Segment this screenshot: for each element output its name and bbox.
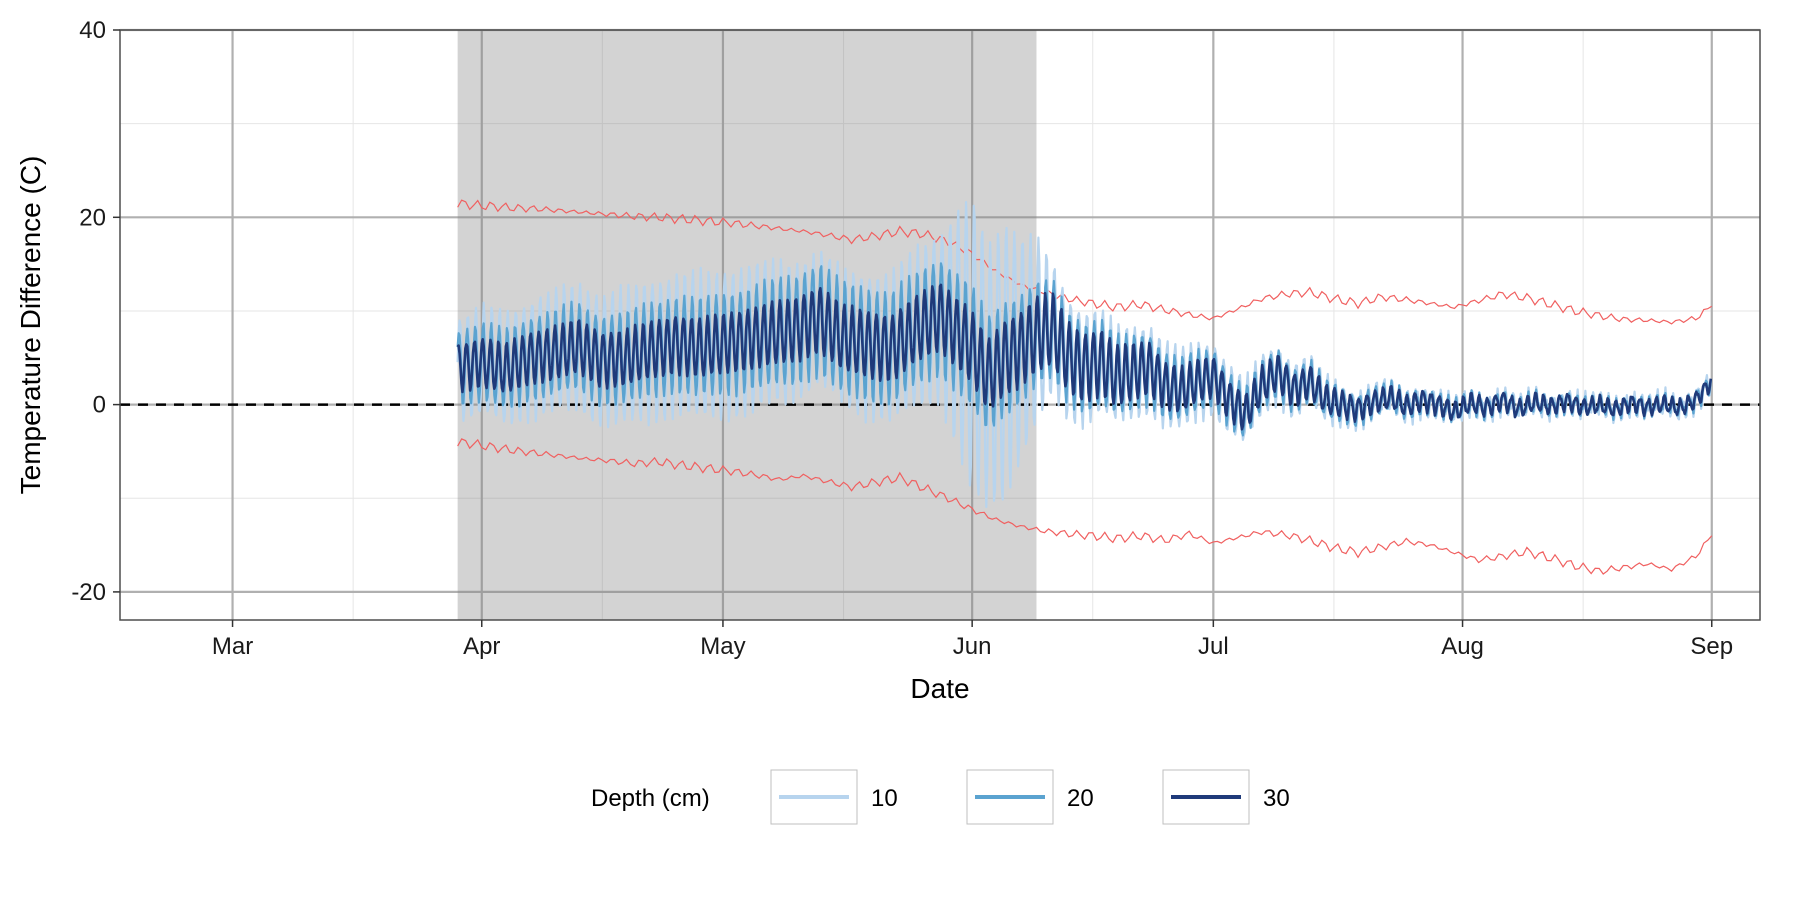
svg-text:Jun: Jun	[953, 633, 992, 660]
svg-text:Sep: Sep	[1690, 633, 1733, 660]
svg-text:20: 20	[79, 204, 106, 231]
svg-text:Date: Date	[910, 673, 969, 704]
svg-text:-20: -20	[71, 579, 106, 606]
time-series-chart: -20 0 20 40 Mar Apr May Jun Jul Aug Sep Temperature…	[0, 0, 1800, 900]
svg-text:30: 30	[1263, 785, 1290, 812]
svg-text:0: 0	[93, 392, 106, 419]
svg-text:Depth (cm): Depth (cm)	[591, 785, 710, 812]
svg-text:40: 40	[79, 17, 106, 44]
svg-text:Jul: Jul	[1198, 633, 1229, 660]
svg-text:May: May	[700, 633, 745, 660]
svg-text:Temperature Difference (C): Temperature Difference (C)	[15, 156, 46, 495]
svg-text:Mar: Mar	[212, 633, 253, 660]
chart-container: -20 0 20 40 Mar Apr May Jun Jul Aug Sep Temperature…	[0, 0, 1800, 900]
svg-text:20: 20	[1067, 785, 1094, 812]
svg-text:Aug: Aug	[1441, 633, 1484, 660]
svg-text:10: 10	[871, 785, 898, 812]
svg-text:Apr: Apr	[463, 633, 500, 660]
